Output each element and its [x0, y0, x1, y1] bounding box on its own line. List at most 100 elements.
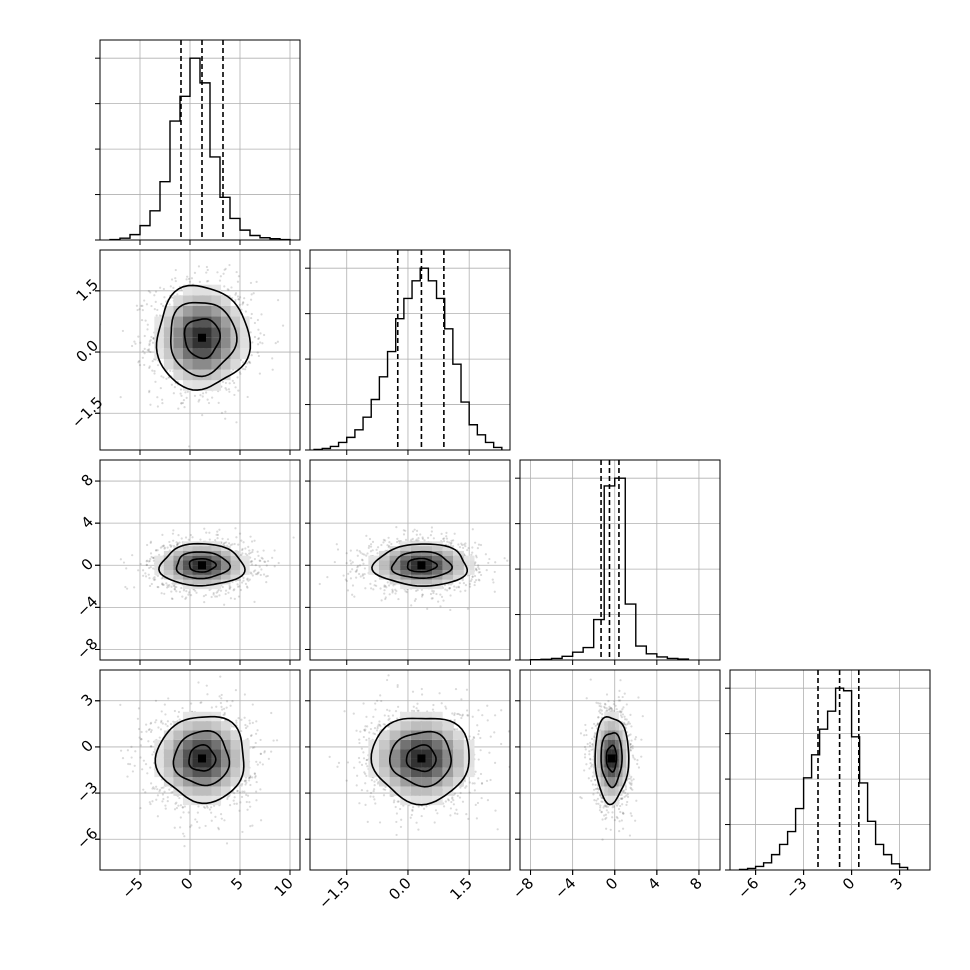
scatter-point — [145, 560, 148, 563]
panel-content — [310, 460, 510, 660]
density-cell — [202, 327, 212, 338]
scatter-point — [369, 550, 373, 553]
scatter-point — [230, 370, 233, 373]
density-cell — [163, 337, 174, 349]
scatter-point — [185, 278, 188, 281]
density-cell — [173, 327, 183, 338]
density-cell — [221, 574, 231, 580]
scatter-point — [387, 536, 390, 539]
scatter-point — [257, 337, 261, 340]
density-cell — [221, 560, 231, 566]
scatter-point — [148, 391, 151, 394]
scatter-point — [241, 782, 244, 786]
density-cell — [182, 327, 193, 338]
scatter-point — [376, 546, 380, 549]
density-cell — [230, 358, 241, 370]
density-cell — [400, 555, 411, 561]
scatter-point — [223, 285, 226, 288]
scatter-point — [225, 388, 228, 391]
scatter-point — [361, 574, 364, 577]
scatter-point — [154, 721, 157, 724]
scatter-point — [231, 379, 234, 382]
scatter-point — [477, 543, 481, 546]
scatter-point — [146, 348, 149, 352]
density-cell — [211, 584, 222, 590]
scatter-point — [440, 532, 443, 535]
density-cell — [202, 555, 212, 561]
scatter-point — [148, 366, 151, 369]
scatter-point — [443, 584, 447, 587]
scatter-point — [257, 354, 260, 358]
scatter-point — [249, 281, 253, 285]
scatter-point — [248, 360, 251, 363]
scatter-point — [154, 300, 157, 304]
scatter-point — [153, 578, 157, 581]
density-contour — [158, 542, 246, 587]
scatter-point — [160, 302, 163, 306]
density-cell — [221, 358, 231, 370]
scatter-point — [193, 271, 197, 274]
scatter-point — [145, 303, 149, 306]
scatter-point — [119, 396, 122, 399]
scatter-point — [231, 543, 234, 546]
scatter-point — [189, 594, 193, 597]
scatter-point — [475, 554, 478, 557]
scatter-point — [171, 582, 174, 585]
scatter-point — [137, 361, 140, 364]
scatter-point — [442, 537, 445, 540]
histogram-panel-0 — [95, 39, 301, 245]
scatter-point — [236, 376, 239, 379]
scatter-point — [211, 396, 214, 399]
scatter-point — [247, 361, 251, 364]
scatter-point — [423, 539, 426, 542]
scatter-point — [263, 560, 266, 563]
density-cell — [192, 574, 202, 580]
scatter-point — [216, 530, 219, 533]
density-cell — [368, 555, 379, 561]
scatter-point — [230, 286, 233, 289]
density-cell — [192, 555, 202, 561]
scatter-point — [450, 539, 453, 542]
scatter-point — [133, 586, 136, 589]
scatter-point — [473, 574, 477, 578]
scatter-point — [431, 597, 434, 600]
scatter-point — [143, 352, 146, 355]
density-cell — [211, 327, 222, 338]
density-cell — [182, 380, 193, 391]
scatter-point — [361, 573, 364, 576]
scatter-point — [206, 693, 209, 696]
scatter-point — [253, 557, 257, 561]
scatter-point — [229, 544, 232, 547]
scatter-point — [362, 576, 365, 580]
density-cell — [230, 337, 241, 349]
scatter-point — [362, 562, 365, 565]
density-cell — [400, 560, 411, 566]
scatter-point — [474, 561, 477, 564]
scatter-point — [351, 584, 355, 587]
scatter-point — [262, 573, 266, 576]
scatter-point — [229, 586, 232, 589]
scatter-point — [210, 595, 213, 599]
scatter-point — [271, 357, 274, 360]
scatter-point — [223, 603, 226, 606]
density-cell — [182, 284, 193, 296]
density-cell — [442, 574, 454, 580]
density-cell — [410, 546, 422, 551]
scatter-point — [384, 584, 387, 588]
scatter-point — [234, 292, 238, 295]
scatter-point — [218, 528, 221, 531]
density-cell — [221, 369, 231, 381]
density-cell — [202, 584, 212, 590]
scatter-point — [351, 593, 354, 596]
density-cell — [163, 570, 174, 575]
scatter-point — [477, 564, 480, 567]
scatter-point — [241, 547, 244, 551]
scatter-point — [227, 288, 230, 292]
scatter-point — [162, 583, 165, 586]
scatter-point — [173, 808, 177, 811]
density-cell — [182, 305, 193, 317]
density-cell — [163, 348, 174, 359]
scatter-point — [450, 541, 453, 545]
scatter-point — [223, 819, 226, 822]
scatter-point — [161, 577, 164, 580]
